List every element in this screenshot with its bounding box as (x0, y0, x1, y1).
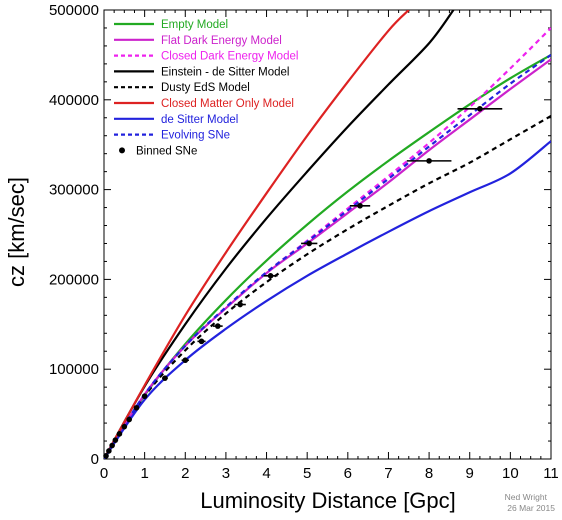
y-tick-label: 400000 (49, 92, 99, 109)
legend-label-dusty-eds-model: Dusty EdS Model (161, 82, 250, 94)
y-axis-label: cz [km/sec] (4, 177, 29, 287)
credit-author: Ned Wright (505, 492, 548, 502)
binned-sne-point (214, 323, 221, 329)
series-line-einstein-de-sitter-model (104, 10, 455, 459)
legend-label-de-sitter-model: de Sitter Model (161, 114, 238, 126)
binned-sne-point (237, 301, 243, 308)
binned-sne-point (477, 105, 483, 112)
legend-label-einstein-de-sitter-model: Einstein - de Sitter Model (161, 66, 289, 78)
y-tick-label: 300000 (49, 182, 99, 199)
binned-sne-point (126, 416, 132, 423)
series-lines (104, 10, 551, 459)
legend-swatch-binned-sne (119, 147, 125, 154)
binned-sne-point (109, 442, 115, 449)
x-tick-label: 1 (140, 465, 148, 482)
binned-sne-point (106, 448, 112, 454)
legend-label-flat-dark-energy-model: Flat Dark Energy Model (161, 35, 282, 47)
legend-label-closed-dark-energy-model: Closed Dark Energy Model (161, 51, 298, 63)
binned-sne-points (103, 105, 503, 459)
y-tick-label: 500000 (49, 2, 99, 19)
x-tick-label: 5 (303, 465, 311, 482)
axes: 0 1 2 3 4 5 6 7 8 9 10 11 0 100000 200000 300000 400000 5… (49, 2, 559, 482)
legend-label-evolving-sne: Evolving SNe (161, 130, 230, 142)
y-tick-label: 100000 (49, 361, 99, 378)
legend-label-empty-model: Empty Model (161, 19, 228, 31)
x-tick-label: 8 (425, 465, 433, 482)
binned-sne-point (141, 393, 148, 399)
x-tick-label: 11 (543, 465, 559, 482)
x-tick-label: 7 (384, 465, 392, 482)
binned-sne-point (198, 338, 205, 345)
x-tick-label: 0 (100, 465, 108, 482)
x-tick-label: 2 (181, 465, 189, 482)
x-axis-label: Luminosity Distance [Gpc] (200, 488, 456, 513)
x-tick-label: 6 (344, 465, 352, 482)
credit-date: 26 Mar 2015 (507, 503, 555, 513)
binned-sne-point (112, 437, 119, 443)
x-tick-label: 3 (222, 465, 230, 482)
binned-sne-point (116, 431, 123, 437)
series-line-dusty-eds-model (104, 115, 551, 459)
binned-sne-point (121, 423, 128, 430)
binned-sne-point (426, 158, 432, 164)
binned-sne-point (357, 202, 363, 209)
y-tick-label: 0 (91, 451, 99, 468)
binned-sne-point (306, 240, 313, 247)
y-tick-label: 200000 (49, 271, 99, 288)
legend-label-binned-sne: Binned SNe (136, 145, 197, 157)
binned-sne-point (162, 375, 168, 381)
legend-label-closed-matter-only-model: Closed Matter Only Model (161, 98, 294, 110)
series-line-de-sitter-model (104, 140, 551, 459)
legend: Empty Model Flat Dark Energy Model Closed … (114, 19, 298, 157)
series-line-evolving-sne (104, 54, 551, 459)
binned-sne-point (182, 357, 189, 364)
binned-sne-point (133, 405, 140, 411)
x-tick-label: 9 (466, 465, 474, 482)
x-tick-label: 4 (262, 465, 270, 482)
binned-sne-point (103, 453, 109, 459)
x-tick-label: 10 (502, 465, 519, 482)
binned-sne-point (267, 273, 274, 279)
series-line-closed-matter-only-model (104, 10, 410, 459)
